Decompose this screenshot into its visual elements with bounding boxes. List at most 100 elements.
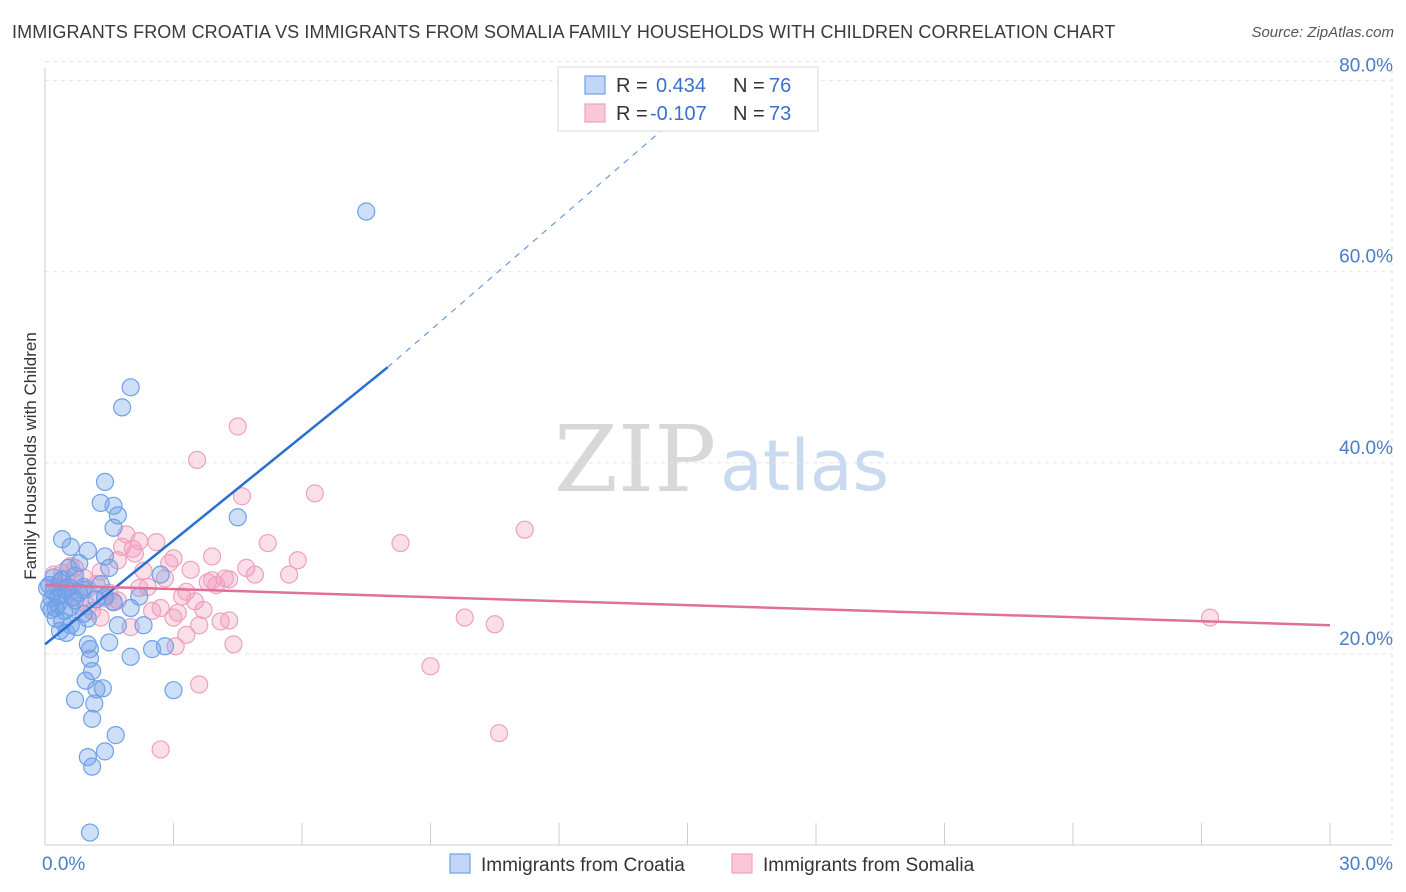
y-tick-label-2: 60.0% [1339, 247, 1393, 268]
croatia-point-47 [83, 661, 102, 681]
croatia-point-24 [78, 609, 97, 628]
somalia-point-61 [1200, 608, 1220, 627]
croatia-point-73 [46, 609, 65, 628]
bottom-legend-swatch-somalia [731, 853, 753, 874]
croatia-point-55 [164, 681, 183, 700]
y-tick-label-3: 80.0% [1339, 56, 1393, 77]
croatia-point-34 [78, 541, 97, 560]
legend-swatch-croatia [584, 75, 606, 95]
legend-r-label-somalia: R = [616, 103, 648, 125]
somalia-point-56 [421, 657, 440, 676]
tick-labels: 20.0% 40.0% 60.0% 80.0% 0.0% 30.0% [42, 56, 1393, 875]
somalia-point-50 [187, 450, 207, 470]
croatia-point-74 [59, 558, 78, 578]
somalia-trend-line [44, 583, 1331, 627]
somalia-point-69 [202, 571, 222, 590]
bottom-legend-croatia: Immigrants from Croatia [481, 855, 685, 876]
croatia-point-57 [85, 694, 104, 713]
x-tick-label-1: 30.0% [1339, 854, 1393, 875]
croatia-point-62 [83, 757, 102, 776]
somalia-point-42 [228, 417, 247, 436]
somalia-point-49 [305, 484, 324, 503]
legend-r-value-somalia: -0.107 [650, 103, 707, 125]
croatia-point-48 [93, 679, 112, 698]
croatia-point-53 [155, 637, 175, 656]
somalia-point-36 [202, 547, 222, 566]
croatia-point-66 [357, 202, 376, 221]
somalia-point-51 [190, 675, 209, 694]
somalia-point-27 [164, 549, 183, 568]
croatia-point-67 [228, 508, 247, 527]
somalia-point-53 [166, 637, 185, 656]
chart-title: IMMIGRANTS FROM CROATIA VS IMMIGRANTS FR… [12, 22, 1116, 42]
somalia-point-45 [245, 565, 264, 584]
stats-legend: R = 0.434 N = 76 R = -0.107 N = 73 [557, 66, 819, 132]
croatia-point-61 [78, 747, 97, 767]
somalia-point-58 [485, 615, 504, 634]
watermark-zip: ZIP [554, 406, 716, 513]
croatia-point-36 [53, 530, 72, 549]
trend-lines [44, 70, 1331, 646]
croatia-point-38 [108, 506, 127, 525]
somalia-point-41 [224, 635, 243, 654]
legend-n-label-croatia: N = [733, 75, 765, 97]
series-legend: Immigrants from Croatia Immigrants from … [449, 853, 975, 876]
croatia-point-16 [42, 600, 61, 620]
croatia-point-33 [95, 547, 115, 566]
legend-r-value-croatia: 0.434 [656, 75, 706, 97]
croatia-point-41 [95, 472, 115, 492]
croatia-point-75 [63, 588, 82, 607]
somalia-point-55 [391, 533, 410, 553]
croatia-point-63 [80, 823, 100, 842]
somalia-point-66 [123, 539, 142, 558]
x-tick-label-0: 0.0% [42, 854, 85, 875]
croatia-point-60 [95, 742, 115, 761]
somalia-point-47 [280, 565, 299, 584]
croatia-point-54 [121, 647, 140, 666]
somalia-point-31 [181, 560, 200, 579]
croatia-point-71 [53, 570, 72, 589]
croatia-point-68 [151, 565, 170, 584]
somalia-point-71 [91, 608, 110, 627]
somalia-point-43 [232, 487, 252, 506]
croatia-trend-line [44, 366, 389, 646]
somalia-point-40 [220, 611, 239, 630]
croatia-point-17 [38, 578, 57, 598]
series-somalia-points [44, 417, 1220, 759]
somalia-point-33 [190, 616, 209, 635]
croatia-point-59 [106, 726, 125, 745]
croatia-point-50 [87, 680, 106, 699]
croatia-point-56 [65, 690, 85, 709]
somalia-point-59 [489, 724, 509, 743]
somalia-point-34 [194, 600, 213, 620]
somalia-point-46 [258, 533, 277, 553]
croatia-point-58 [83, 709, 102, 728]
legend-n-label-somalia: N = [733, 103, 765, 125]
legend-n-value-somalia: 73 [769, 103, 791, 125]
series-croatia-points [38, 202, 376, 842]
y-axis-label: Family Households with Children [21, 332, 40, 580]
grid-lines [45, 60, 1393, 845]
somalia-point-70 [220, 570, 239, 589]
somalia-point-30 [177, 625, 196, 644]
croatia-point-43 [108, 616, 127, 635]
somalia-point-68 [164, 608, 183, 627]
legend-r-label-croatia: R = [616, 75, 648, 97]
somalia-point-23 [147, 533, 166, 552]
legend-n-value-croatia: 76 [769, 75, 791, 97]
axes [44, 68, 1392, 846]
croatia-point-31 [100, 558, 119, 578]
somalia-point-52 [151, 740, 170, 759]
bottom-legend-somalia: Immigrants from Somalia [763, 855, 975, 876]
somalia-point-60 [515, 520, 534, 539]
watermark-atlas: atlas [720, 425, 889, 507]
croatia-point-69 [130, 587, 149, 606]
somalia-point-24 [151, 598, 170, 618]
somalia-point-54 [177, 582, 196, 601]
croatia-point-52 [134, 616, 153, 635]
croatia-point-64 [112, 398, 132, 417]
croatia-point-70 [78, 635, 97, 654]
y-tick-label-0: 20.0% [1339, 629, 1393, 650]
croatia-point-32 [70, 554, 89, 573]
